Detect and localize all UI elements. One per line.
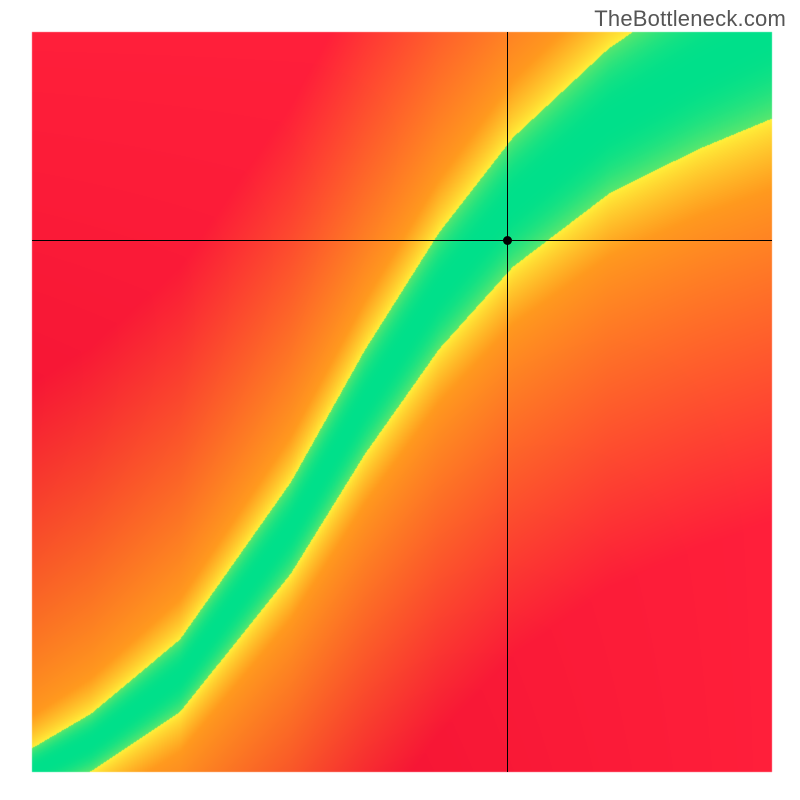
bottleneck-heatmap [0,0,800,800]
crosshair-vertical [507,32,508,772]
crosshair-horizontal [32,240,772,241]
watermark-text: TheBottleneck.com [594,6,786,32]
